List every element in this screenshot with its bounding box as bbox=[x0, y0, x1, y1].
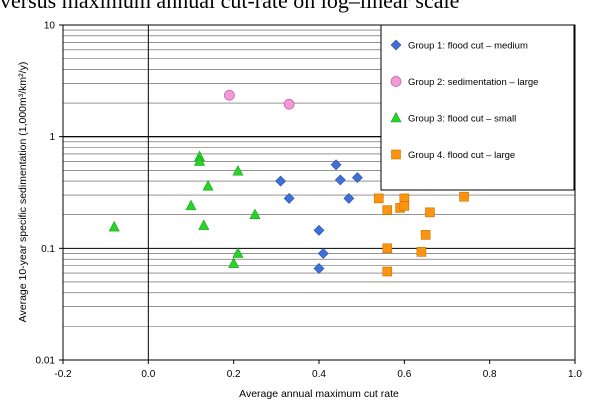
y-tick-label: 0.1 bbox=[41, 244, 55, 255]
data-point-group-1 bbox=[313, 224, 325, 236]
x-tick-label: 0.8 bbox=[483, 369, 497, 380]
x-tick-label: -0.2 bbox=[54, 369, 72, 380]
x-axis-ticks: -0.2 0.0 0.2 0.4 0.6 0.8 1.0 bbox=[54, 360, 582, 380]
data-point-group-1 bbox=[343, 192, 355, 204]
legend-marker-group-2 bbox=[390, 76, 402, 87]
data-point-group-4 bbox=[459, 191, 469, 202]
data-point-group-1 bbox=[351, 172, 363, 184]
data-point-group-4 bbox=[382, 266, 393, 277]
x-tick-label: 1.0 bbox=[568, 369, 582, 380]
data-point-group-3 bbox=[232, 165, 244, 176]
data-point-group-3 bbox=[185, 199, 197, 211]
x-tick-label: 0.0 bbox=[141, 369, 155, 380]
legend-marker-group-4 bbox=[391, 149, 401, 160]
data-point-group-3 bbox=[194, 155, 206, 166]
legend-marker-group-1 bbox=[390, 39, 402, 51]
cropped-caption-text: versus maximum annual cut-rate on log–li… bbox=[0, 0, 460, 13]
data-point-group-3 bbox=[232, 247, 244, 258]
data-point-group-1 bbox=[313, 263, 325, 274]
data-point-group-4 bbox=[425, 207, 435, 218]
data-point-group-1 bbox=[334, 174, 346, 186]
data-point-group-4 bbox=[382, 205, 393, 215]
y-tick-label: 1 bbox=[49, 132, 55, 143]
data-point-group-4 bbox=[416, 247, 427, 257]
legend-label-group-3: Group 3: flood cut – small bbox=[408, 114, 516, 125]
data-point-group-4 bbox=[373, 193, 384, 204]
data-points bbox=[108, 89, 469, 277]
data-point-group-1 bbox=[330, 159, 342, 171]
x-tick-label: 0.6 bbox=[397, 369, 411, 380]
x-tick-label: 0.2 bbox=[227, 369, 241, 380]
data-point-group-2 bbox=[283, 98, 295, 110]
y-axis-ticks: 0.01 0.1 1 10 bbox=[36, 21, 63, 367]
data-point-group-3 bbox=[228, 257, 240, 268]
data-point-group-1 bbox=[317, 248, 329, 259]
data-point-group-4 bbox=[399, 201, 410, 211]
y-tick-label: 10 bbox=[44, 21, 56, 32]
x-tick-label: 0.4 bbox=[312, 369, 326, 380]
legend-marker-group-3 bbox=[390, 111, 402, 123]
data-point-group-3 bbox=[202, 180, 214, 191]
data-point-group-4 bbox=[382, 243, 393, 254]
y-axis-label: Average 10-year specific sedimentation (… bbox=[17, 62, 29, 323]
legend-label-group-4: Group 4. flood cut – large bbox=[408, 150, 515, 161]
y-tick-label: 0.01 bbox=[36, 356, 56, 367]
legend-label-group-1: Group 1: flood cut – medium bbox=[408, 41, 528, 52]
x-axis-label: Average annual maximum cut rate bbox=[239, 388, 399, 400]
data-point-group-1 bbox=[275, 175, 287, 187]
data-point-group-3 bbox=[198, 219, 210, 230]
data-point-group-4 bbox=[420, 230, 431, 240]
legend: Group 1: flood cut – medium Group 2: sedi… bbox=[380, 24, 575, 191]
data-point-group-2 bbox=[224, 89, 235, 101]
data-point-group-3 bbox=[108, 220, 120, 232]
legend-box bbox=[380, 24, 575, 191]
data-point-group-1 bbox=[283, 192, 295, 204]
data-point-group-3 bbox=[249, 208, 261, 220]
legend-label-group-2: Group 2: sedimentation – large bbox=[408, 77, 538, 88]
